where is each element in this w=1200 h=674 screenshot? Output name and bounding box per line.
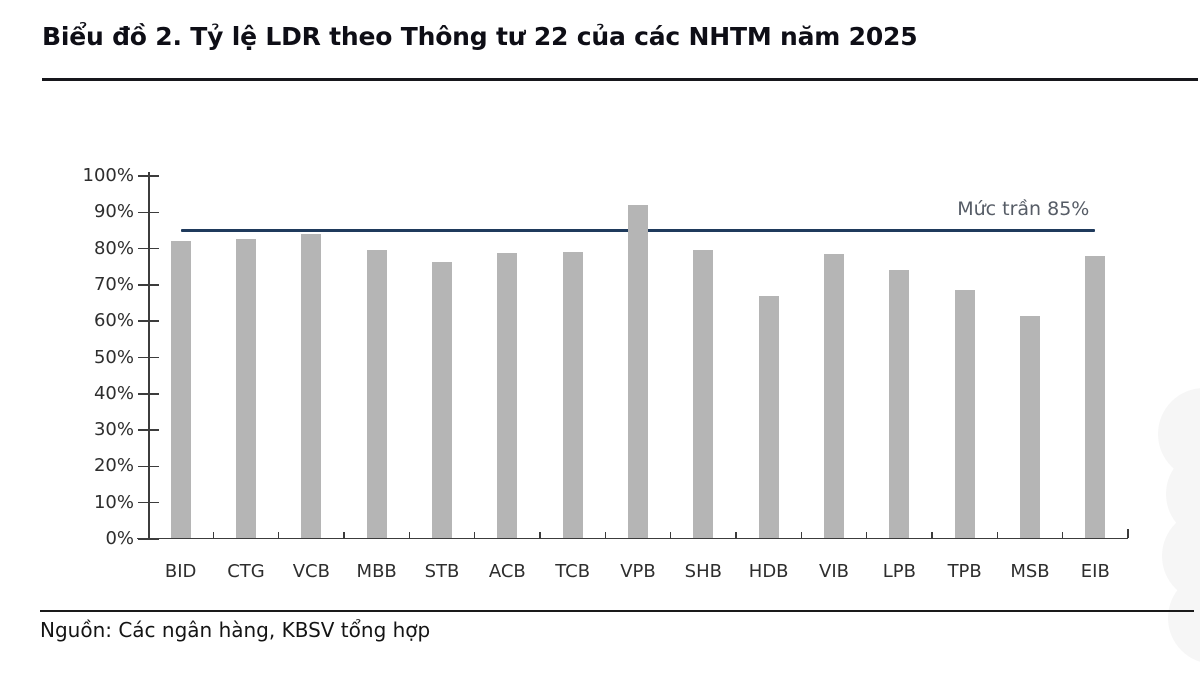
y-tick — [138, 393, 159, 395]
x-axis-label-ACB: ACB — [488, 561, 526, 582]
y-tick-label: 100% — [82, 165, 134, 186]
bar-MSB — [1020, 315, 1040, 538]
y-tick-label: 0% — [105, 528, 134, 549]
y-tick — [138, 211, 159, 214]
title-divider — [42, 78, 1198, 81]
x-tick — [604, 531, 607, 538]
y-axis-line — [148, 172, 150, 539]
y-tick-label: 60% — [93, 310, 134, 332]
y-tick — [138, 429, 159, 431]
x-tick — [343, 531, 345, 538]
y-tick — [138, 247, 159, 250]
y-tick-label: 70% — [93, 273, 134, 295]
x-axis-label-CTG: CTG — [227, 561, 265, 582]
y-tick — [138, 175, 159, 177]
y-tick — [138, 501, 159, 504]
x-axis-label-MBB: MBB — [356, 561, 397, 582]
y-tick-label: 10% — [93, 491, 134, 513]
bar-STB — [432, 262, 452, 538]
x-axis-label-BID: BID — [164, 561, 197, 582]
bar-MBB — [366, 249, 387, 538]
bar-VIB — [824, 253, 844, 538]
ceiling-label: Mức trần 85% — [957, 198, 1090, 221]
y-tick-label: 30% — [93, 419, 134, 441]
x-axis-line — [137, 537, 1128, 539]
x-axis-label-HDB: HDB — [748, 561, 789, 582]
y-tick-label: 50% — [93, 346, 134, 368]
x-axis-label-STB: STB — [424, 561, 460, 582]
y-tick — [138, 284, 159, 286]
bar-BID — [170, 241, 191, 538]
y-tick-label: 90% — [93, 201, 134, 223]
bar-ACB — [497, 252, 518, 538]
source-note: Nguồn: Các ngân hàng, KBSV tổng hợp — [40, 618, 431, 642]
x-tick — [865, 531, 868, 538]
x-tick — [473, 531, 476, 538]
footer-divider — [40, 610, 1194, 612]
bar-EIB — [1085, 256, 1106, 538]
y-tick-label: 80% — [93, 237, 134, 259]
bar-CTG — [236, 239, 256, 538]
x-axis-label-VCB: VCB — [292, 561, 330, 582]
x-tick — [669, 531, 672, 538]
x-tick — [1127, 528, 1129, 538]
x-tick — [1061, 531, 1064, 538]
bar-LPB — [889, 270, 910, 538]
x-axis-label-VPB: VPB — [620, 561, 656, 582]
ldr-bar-chart: Mức trần 85% 0% 10% 20% 30% 40% 50% 60% 70% 80% 9… — [83, 166, 1129, 582]
x-tick — [800, 531, 803, 538]
x-axis-label-TCB: TCB — [555, 561, 591, 582]
x-axis-label-LPB: LPB — [882, 561, 916, 582]
x-tick — [212, 531, 215, 538]
y-tick — [138, 465, 159, 468]
x-tick — [735, 531, 737, 538]
x-tick — [539, 531, 541, 538]
x-tick — [931, 531, 933, 538]
x-axis-label-SHB: SHB — [684, 561, 722, 582]
bar-SHB — [693, 249, 714, 538]
x-tick — [277, 531, 280, 538]
bar-HDB — [758, 295, 779, 538]
bar-VCB — [301, 234, 322, 538]
x-axis-label-TPB: TPB — [947, 561, 982, 582]
bar-VPB — [628, 205, 648, 538]
y-tick — [138, 538, 159, 540]
bar-TCB — [562, 252, 583, 538]
x-axis-label-EIB: EIB — [1080, 561, 1110, 582]
x-tick — [408, 531, 411, 538]
y-tick — [138, 356, 159, 359]
y-tick-label: 40% — [93, 382, 134, 404]
y-tick-label: 20% — [93, 455, 134, 477]
x-axis-label-MSB: MSB — [1010, 561, 1050, 582]
x-tick — [996, 531, 999, 538]
y-tick — [138, 320, 159, 322]
bar-TPB — [954, 289, 975, 538]
chart-title: Biểu đồ 2. Tỷ lệ LDR theo Thông tư 22 củ… — [42, 22, 918, 51]
x-axis-label-VIB: VIB — [819, 561, 849, 582]
